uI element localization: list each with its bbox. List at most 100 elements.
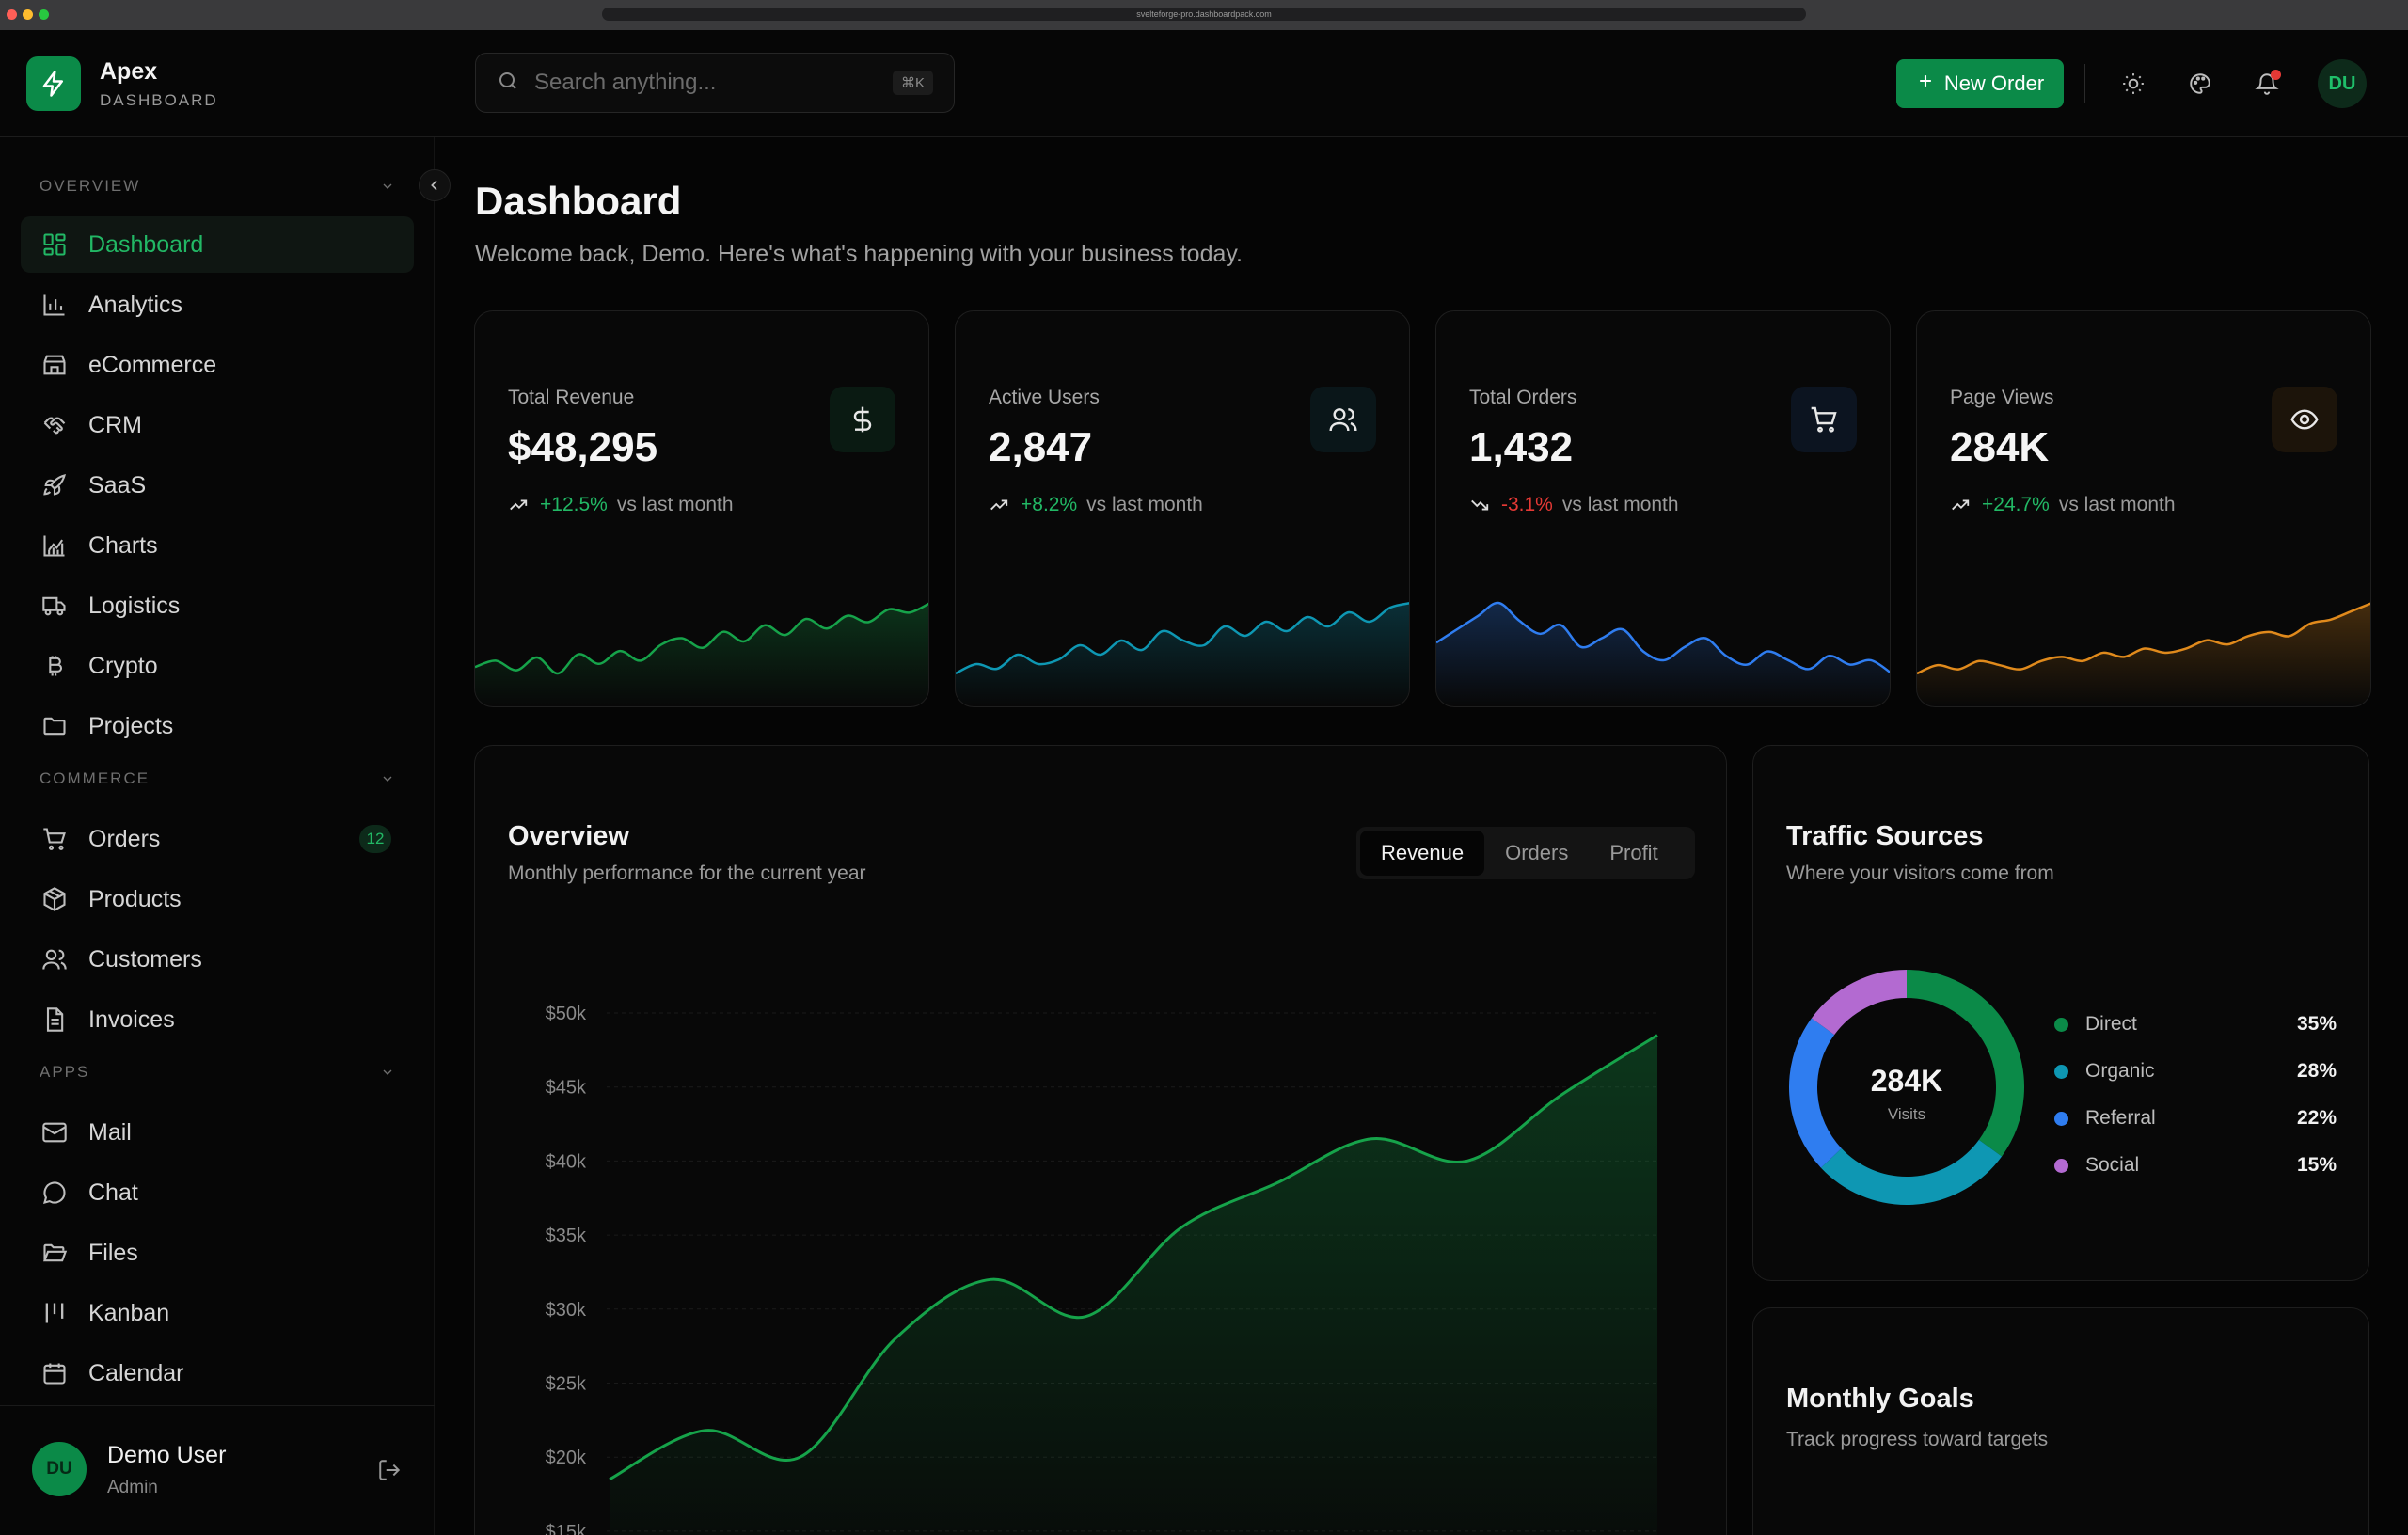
legend-item-social[interactable]: Social 15% — [2054, 1154, 2337, 1177]
sidebar-item-label: Chat — [88, 1179, 138, 1206]
stat-card[interactable]: Page Views 284K +24.7% vs last month — [1916, 310, 2371, 707]
stat-label: Page Views — [1950, 387, 2054, 408]
y-tick-label: $45k — [546, 1078, 587, 1099]
theme-toggle-button[interactable] — [2114, 64, 2153, 103]
store-icon — [40, 350, 70, 380]
sidebar-item-dashboard[interactable]: Dashboard — [21, 216, 414, 273]
handshake-icon — [40, 410, 70, 440]
chat-icon — [40, 1178, 70, 1208]
tab-profit[interactable]: Profit — [1589, 831, 1678, 876]
sidebar-item-label: Analytics — [88, 291, 183, 318]
sidebar-item-saas[interactable]: SaaS — [21, 457, 414, 514]
logout-icon — [379, 1460, 401, 1480]
stat-card[interactable]: Total Orders 1,432 -3.1% vs last month — [1435, 310, 1891, 707]
sidebar-item-mail[interactable]: Mail — [21, 1104, 414, 1161]
minimize-window-button[interactable] — [23, 9, 33, 20]
window-controls — [7, 9, 49, 20]
area-chart-icon — [40, 530, 70, 561]
stat-card[interactable]: Total Revenue $48,295 +12.5% vs last month — [474, 310, 929, 707]
traffic-subtitle: Where your visitors come from — [1786, 862, 2054, 884]
sparkline-line — [1436, 601, 1890, 674]
sparkline-chart — [1917, 602, 2370, 706]
sidebar-item-crm[interactable]: CRM — [21, 397, 414, 453]
brand[interactable]: Apex DASHBOARD — [26, 56, 218, 111]
sun-icon — [2123, 73, 2144, 94]
plus-icon — [1916, 71, 1935, 96]
donut-center-value: 284K — [1871, 1064, 1943, 1098]
stat-value: $48,295 — [508, 424, 658, 470]
stat-label: Total Revenue — [508, 387, 635, 408]
section-commerce[interactable]: COMMERCE — [40, 769, 395, 788]
sidebar-item-calendar[interactable]: Calendar — [21, 1345, 414, 1401]
tab-revenue[interactable]: Revenue — [1360, 831, 1485, 876]
chevron-down-icon — [383, 1069, 392, 1075]
sidebar-item-invoices[interactable]: Invoices — [21, 991, 414, 1048]
sidebar-item-label: Charts — [88, 531, 158, 559]
legend-item-organic[interactable]: Organic 28% — [2054, 1060, 2337, 1083]
sidebar-item-kanban[interactable]: Kanban — [21, 1285, 414, 1341]
legend-item-referral[interactable]: Referral 22% — [2054, 1107, 2337, 1130]
stat-value: 284K — [1950, 424, 2050, 470]
user-avatar[interactable]: DU — [32, 1442, 87, 1496]
sidebar-item-files[interactable]: Files — [21, 1225, 414, 1281]
sparkline-area — [1436, 602, 1890, 706]
revenue-area-chart: $50k $45k $40k $35k $30k $25k $20k $15k — [546, 1004, 1658, 1535]
tab-orders[interactable]: Orders — [1484, 831, 1589, 876]
sparkline-chart — [475, 602, 928, 706]
truck-icon — [40, 591, 70, 621]
palette-button[interactable] — [2180, 64, 2220, 103]
sidebar-item-orders[interactable]: Orders 12 — [21, 811, 414, 867]
section-overview[interactable]: OVERVIEW — [40, 177, 395, 196]
sidebar-item-chat[interactable]: Chat — [21, 1164, 414, 1221]
notifications-button[interactable] — [2247, 64, 2287, 103]
sparkline-line — [956, 602, 1409, 675]
revenue-area — [610, 1035, 1657, 1535]
sidebar-item-label: Products — [88, 885, 182, 912]
browser-chrome: svelteforge-pro.dashboardpack.com — [0, 0, 2408, 30]
stat-change: +8.2% vs last month — [989, 494, 1203, 516]
donut-slice-direct — [1906, 970, 2024, 1157]
sidebar-item-customers[interactable]: Customers — [21, 931, 414, 988]
stat-card[interactable]: Active Users 2,847 +8.2% vs last month — [955, 310, 1410, 707]
user-avatar[interactable]: DU — [2318, 59, 2367, 108]
maximize-window-button[interactable] — [39, 9, 49, 20]
sidebar-item-label: Customers — [88, 945, 202, 973]
collapse-sidebar-button[interactable] — [419, 169, 451, 201]
monthly-goals-panel: Monthly Goals Track progress toward targ… — [1752, 1307, 2369, 1535]
sidebar-item-label: Files — [88, 1239, 138, 1266]
y-tick-label: $40k — [546, 1151, 587, 1172]
sparkline-area — [1917, 603, 2370, 706]
sparkline-chart — [1436, 601, 1890, 706]
kanban-icon — [40, 1298, 70, 1328]
sidebar-item-label: Invoices — [88, 1005, 175, 1033]
orders-count-badge: 12 — [359, 825, 391, 853]
search-input[interactable] — [534, 70, 893, 96]
dashboard-grid-icon — [40, 229, 70, 260]
users-icon — [1310, 387, 1376, 452]
new-order-label: New Order — [1943, 71, 2045, 95]
sidebar-item-products[interactable]: Products — [21, 871, 414, 927]
palette-icon — [2190, 73, 2210, 94]
traffic-donut-chart: 284K Visits — [1789, 970, 2024, 1205]
user-role: Admin — [107, 1478, 158, 1497]
sidebar-item-crypto[interactable]: Crypto — [21, 638, 414, 694]
logout-button[interactable] — [372, 1453, 406, 1487]
bell-icon — [2255, 73, 2279, 95]
section-apps[interactable]: APPS — [40, 1063, 395, 1082]
address-bar[interactable]: svelteforge-pro.dashboardpack.com — [602, 8, 1806, 21]
invoice-icon — [40, 1005, 70, 1035]
close-window-button[interactable] — [7, 9, 17, 20]
sidebar-item-charts[interactable]: Charts — [21, 517, 414, 574]
sidebar-item-ecommerce[interactable]: eCommerce — [21, 337, 414, 393]
notification-dot — [2271, 70, 2281, 80]
sidebar-item-analytics[interactable]: Analytics — [21, 277, 414, 333]
search-box[interactable]: ⌘K — [475, 53, 955, 113]
search-icon — [497, 70, 519, 97]
sidebar-item-logistics[interactable]: Logistics — [21, 578, 414, 634]
new-order-button[interactable]: New Order — [1896, 59, 2064, 108]
sidebar-item-label: Orders — [88, 825, 161, 852]
stat-comparison: vs last month — [2058, 494, 2176, 515]
legend-item-direct[interactable]: Direct 35% — [2054, 1013, 2337, 1036]
stat-change-percent: +8.2% — [1021, 494, 1078, 515]
sidebar-item-projects[interactable]: Projects — [21, 698, 414, 754]
